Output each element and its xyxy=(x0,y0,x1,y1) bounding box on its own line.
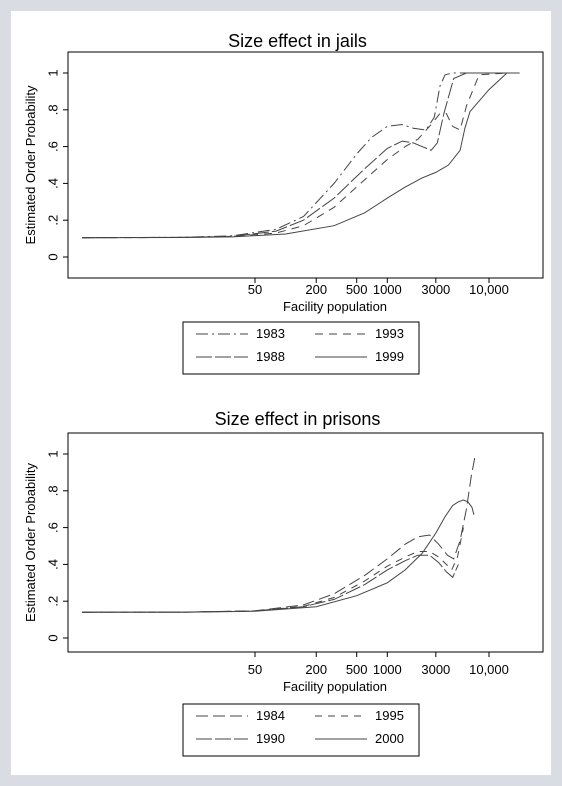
x-tick-label: 1000 xyxy=(373,282,402,297)
chart-panel-2: Size effect in prisons 0 .2 .4 .6 .8 1 Estimate… xyxy=(23,409,544,757)
legend-label-1983: 1983 xyxy=(256,326,285,341)
figure-svg: Size effect in jails 0 .2 .4 .6 .8 1 Estimated … xyxy=(23,31,544,757)
y-axis-label: Estimated Order Probability xyxy=(23,463,38,622)
chart-panel-1: Size effect in jails 0 .2 .4 .6 .8 1 Estimated … xyxy=(23,31,544,375)
legend-label-1995: 1995 xyxy=(375,708,404,723)
y-tick-label: 0 xyxy=(45,634,60,641)
y-tick-label: 1 xyxy=(45,69,60,76)
y-tick-label: 1 xyxy=(45,450,60,457)
x-tick-label: 200 xyxy=(305,662,327,677)
x-axis-label: Facility population xyxy=(283,679,387,694)
x-tick-label: 10,000 xyxy=(469,662,509,677)
series-line-1984 xyxy=(82,455,476,613)
series-line-1983 xyxy=(82,72,507,239)
x-axis-label: Facility population xyxy=(283,299,387,314)
x-tick-label: 3000 xyxy=(421,662,450,677)
legend-box xyxy=(182,321,420,375)
y-tick-label: .8 xyxy=(45,485,60,496)
x-tick-label: 50 xyxy=(248,282,262,297)
legend-label-1999: 1999 xyxy=(375,349,404,364)
x-tick-label: 200 xyxy=(305,282,327,297)
x-tick-label: 500 xyxy=(346,662,368,677)
x-tick-label: 50 xyxy=(248,662,262,677)
figure-frame: Size effect in jails 0 .2 .4 .6 .8 1 Estimated … xyxy=(11,11,551,775)
chart-title: Size effect in jails xyxy=(228,31,367,51)
y-tick-label: .6 xyxy=(45,522,60,533)
series-line-2000 xyxy=(82,499,475,613)
x-tick-label: 10,000 xyxy=(469,282,509,297)
series-line-1988 xyxy=(82,72,507,239)
series-line-1999 xyxy=(82,72,520,239)
x-tick-label: 3000 xyxy=(421,282,450,297)
y-tick-label: .8 xyxy=(45,104,60,115)
legend-label-1990: 1990 xyxy=(256,731,285,746)
y-tick-label: .2 xyxy=(45,215,60,226)
chart-title: Size effect in prisons xyxy=(215,409,381,429)
x-tick-label: 500 xyxy=(346,282,368,297)
y-axis-label: Estimated Order Probability xyxy=(23,85,38,244)
legend-label-1984: 1984 xyxy=(256,708,285,723)
legend-label-1988: 1988 xyxy=(256,349,285,364)
y-tick-label: .4 xyxy=(45,559,60,570)
y-tick-label: .4 xyxy=(45,178,60,189)
legend-box xyxy=(182,703,420,757)
plot-area xyxy=(67,432,544,653)
y-tick-label: 0 xyxy=(45,253,60,260)
series-line-1993 xyxy=(82,72,507,239)
x-tick-label: 1000 xyxy=(373,662,402,677)
plot-area xyxy=(67,51,544,279)
y-tick-label: .6 xyxy=(45,141,60,152)
legend-label-2000: 2000 xyxy=(375,731,404,746)
legend-label-1993: 1993 xyxy=(375,326,404,341)
y-tick-label: .2 xyxy=(45,596,60,607)
